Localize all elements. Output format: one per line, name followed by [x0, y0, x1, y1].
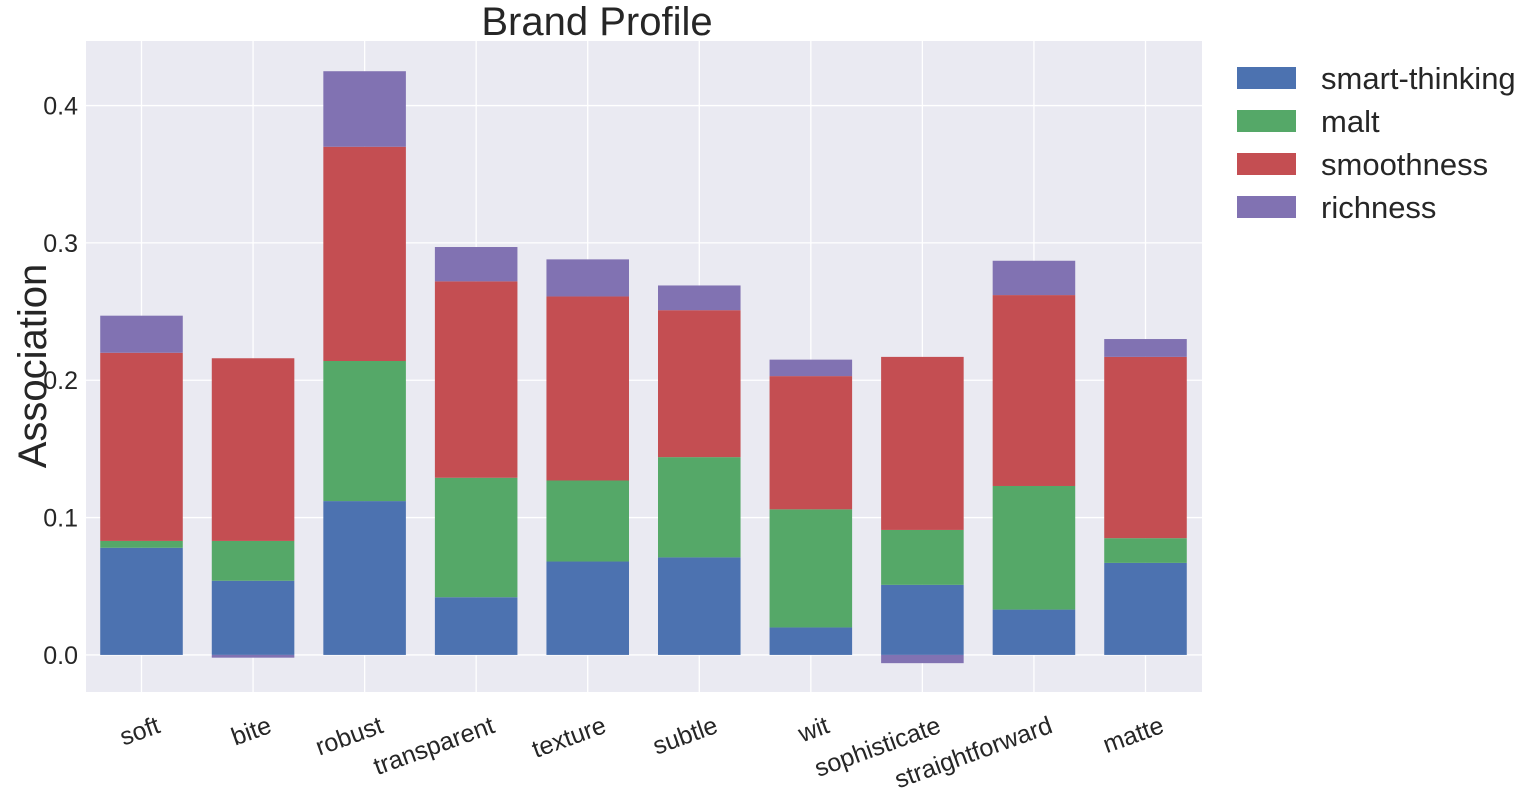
bar-straightforward-richness: [992, 260, 1076, 296]
legend-label-malt: malt: [1321, 104, 1380, 139]
bar-sophisticate-smart-thinking: [881, 584, 964, 655]
bar-wit-smoothness: [769, 376, 853, 510]
bar-wit-malt: [769, 509, 853, 628]
bar-subtle-smoothness: [658, 310, 741, 458]
bar-subtle-malt: [658, 457, 741, 558]
y-tick-label: 0.0: [43, 642, 78, 670]
bar-sophisticate-smoothness: [881, 356, 964, 530]
bar-subtle-richness: [658, 285, 741, 311]
bar-texture-malt: [546, 480, 629, 562]
legend-swatch-richness: [1237, 196, 1296, 218]
bar-transparent-smoothness: [434, 281, 518, 478]
bars: [100, 71, 1187, 664]
bar-transparent-malt: [434, 477, 518, 598]
bar-soft-smoothness: [100, 352, 183, 541]
bar-transparent-richness: [434, 247, 518, 282]
y-tick-label: 0.3: [43, 230, 78, 258]
bar-robust-malt: [323, 361, 406, 502]
y-tick-labels: 0.0 0.1 0.2 0.3 0.4: [43, 93, 78, 670]
bar-straightforward-smoothness: [992, 295, 1076, 486]
bar-matte-smoothness: [1104, 356, 1187, 539]
y-tick-label: 0.4: [43, 93, 78, 121]
legend-label-richness: richness: [1321, 190, 1436, 225]
bar-straightforward-smart-thinking: [992, 609, 1076, 655]
bar-bite-smart-thinking: [211, 580, 295, 655]
legend-label-smoothness: smoothness: [1321, 147, 1488, 182]
bar-robust-richness: [323, 71, 406, 147]
bar-matte-smart-thinking: [1104, 562, 1187, 655]
bar-robust-smoothness: [323, 146, 406, 362]
bar-straightforward-malt: [992, 485, 1076, 610]
bar-subtle-smart-thinking: [658, 557, 741, 655]
legend: smart-thinking malt smoothness richness: [1237, 61, 1516, 225]
bar-robust-smart-thinking: [323, 501, 406, 655]
bar-wit-richness: [769, 359, 853, 377]
bar-matte-richness: [1104, 339, 1187, 357]
bar-wit-smart-thinking: [769, 627, 853, 655]
y-axis-label: Association: [11, 264, 55, 469]
legend-swatch-smart-thinking: [1237, 67, 1296, 89]
bar-sophisticate-richness: [881, 654, 964, 664]
y-tick-label: 0.2: [43, 367, 78, 395]
y-tick-label: 0.1: [43, 505, 78, 533]
bar-texture-smart-thinking: [546, 561, 629, 655]
bar-transparent-smart-thinking: [434, 597, 518, 655]
bar-texture-richness: [546, 259, 629, 297]
legend-swatch-malt: [1237, 110, 1296, 132]
bar-texture-smoothness: [546, 296, 629, 481]
legend-label-smart-thinking: smart-thinking: [1321, 61, 1516, 96]
bar-soft-malt: [100, 540, 183, 548]
chart-title: Brand Profile: [481, 0, 712, 44]
bar-matte-malt: [1104, 538, 1187, 563]
bar-bite-malt: [211, 540, 295, 581]
bar-soft-richness: [100, 315, 183, 353]
bar-sophisticate-malt: [881, 529, 964, 585]
bar-bite-smoothness: [211, 358, 295, 541]
bar-bite-richness: [211, 654, 295, 658]
legend-swatch-smoothness: [1237, 153, 1296, 175]
bar-soft-smart-thinking: [100, 547, 183, 655]
